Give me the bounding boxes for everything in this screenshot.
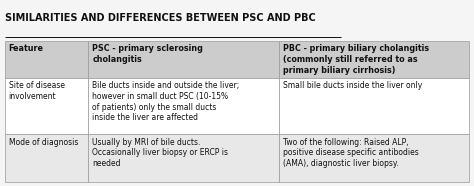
Text: Feature: Feature xyxy=(9,44,44,53)
Bar xyxy=(88,134,279,182)
Text: Mode of diagnosis: Mode of diagnosis xyxy=(9,138,78,147)
Text: Small bile ducts inside the liver only: Small bile ducts inside the liver only xyxy=(283,81,422,90)
Text: Bile ducts inside and outside the liver;
however in small duct PSC (10-15%
of pa: Bile ducts inside and outside the liver;… xyxy=(92,81,239,122)
Bar xyxy=(5,78,88,134)
Bar xyxy=(279,78,469,134)
Text: Site of disease
involvement: Site of disease involvement xyxy=(9,81,64,101)
Bar xyxy=(279,41,469,78)
Bar xyxy=(88,41,279,78)
Text: SIMILARITIES AND DIFFERENCES BETWEEN PSC AND PBC: SIMILARITIES AND DIFFERENCES BETWEEN PSC… xyxy=(5,13,316,23)
Text: PBC - primary biliary cholangitis
(commonly still referred to as
primary biliary: PBC - primary biliary cholangitis (commo… xyxy=(283,44,428,75)
Bar xyxy=(279,134,469,182)
Bar xyxy=(5,41,88,78)
Text: Usually by MRI of bile ducts.
Occasionally liver biopsy or ERCP is
needed: Usually by MRI of bile ducts. Occasional… xyxy=(92,138,228,168)
Text: PSC - primary sclerosing
cholangitis: PSC - primary sclerosing cholangitis xyxy=(92,44,203,64)
Bar xyxy=(88,78,279,134)
Bar xyxy=(5,134,88,182)
Text: Two of the following: Raised ALP,
positive disease specific antibodies
(AMA), di: Two of the following: Raised ALP, positi… xyxy=(283,138,419,168)
